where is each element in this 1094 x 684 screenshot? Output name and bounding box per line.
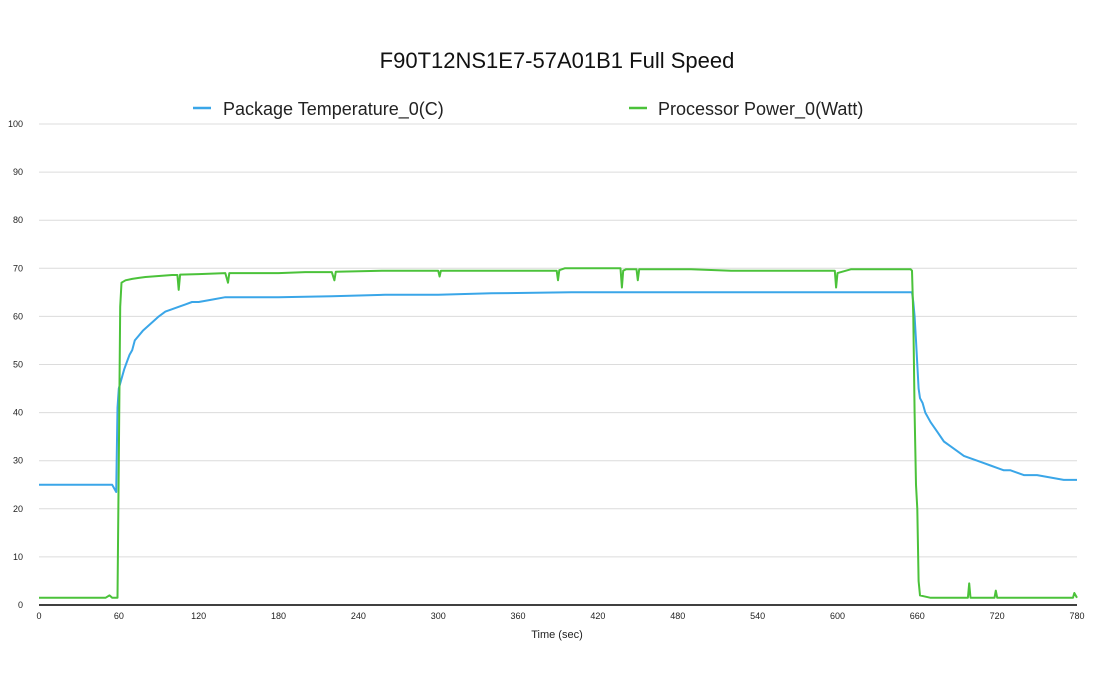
y-tick-label: 0	[18, 600, 23, 610]
x-tick-label: 60	[114, 611, 124, 621]
x-axis-ticks: 0 60 120 180 240 300 360 420 480 540 600 660 720 780	[36, 611, 1084, 621]
y-axis-ticks: 0 10 20 30 40 50 60 70 80 90 100	[8, 119, 23, 610]
x-tick-label: 660	[910, 611, 925, 621]
x-tick-label: 720	[990, 611, 1005, 621]
legend-label-power: Processor Power_0(Watt)	[658, 99, 863, 120]
y-tick-label: 20	[13, 504, 23, 514]
chart-title: F90T12NS1E7-57A01B1 Full Speed	[380, 48, 735, 73]
x-tick-label: 480	[670, 611, 685, 621]
x-tick-label: 540	[750, 611, 765, 621]
x-tick-label: 600	[830, 611, 845, 621]
y-tick-label: 40	[13, 408, 23, 418]
x-tick-label: 180	[271, 611, 286, 621]
series-lines	[39, 267, 1078, 599]
x-tick-label: 780	[1069, 611, 1084, 621]
series-line-1	[39, 267, 1078, 599]
x-tick-label: 0	[36, 611, 41, 621]
legend-label-temperature: Package Temperature_0(C)	[223, 99, 444, 120]
x-tick-label: 300	[431, 611, 446, 621]
y-tick-label: 70	[13, 263, 23, 273]
x-tick-label: 420	[590, 611, 605, 621]
y-tick-label: 90	[13, 167, 23, 177]
y-tick-label: 30	[13, 456, 23, 466]
x-tick-label: 120	[191, 611, 206, 621]
y-tick-label: 50	[13, 360, 23, 370]
legend: Package Temperature_0(C) Processor Power…	[193, 99, 863, 120]
y-tick-label: 10	[13, 552, 23, 562]
y-tick-label: 100	[8, 119, 23, 129]
x-axis-label: Time (sec)	[531, 629, 583, 641]
gridlines	[39, 123, 1077, 558]
series-line-0	[39, 291, 1077, 493]
y-tick-label: 60	[13, 311, 23, 321]
x-tick-label: 360	[511, 611, 526, 621]
x-tick-label: 240	[351, 611, 366, 621]
y-tick-label: 80	[13, 215, 23, 225]
